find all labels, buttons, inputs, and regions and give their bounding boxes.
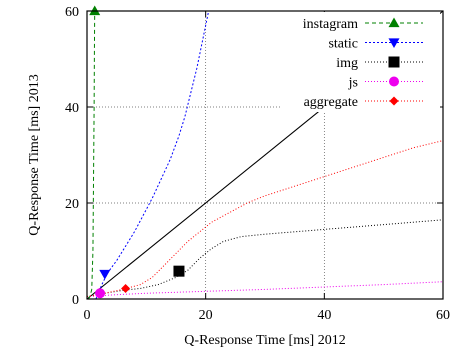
y-tick-label: 0	[72, 293, 79, 308]
x-tick-label: 40	[317, 308, 331, 323]
legend: instagram static img js aggregate	[280, 12, 440, 112]
series-marker-aggregate	[121, 283, 131, 293]
series-marker-instagram	[89, 5, 101, 16]
x-tick-label: 60	[436, 308, 450, 323]
series-line-static	[95, 10, 210, 300]
series-markers	[89, 5, 185, 299]
legend-marker-instagram	[388, 17, 400, 28]
y-tick-label: 20	[65, 197, 79, 212]
series-marker-img	[173, 265, 185, 277]
y-tick-label: 40	[65, 101, 79, 116]
legend-label-aggregate: aggregate	[304, 95, 358, 110]
x-tick-label: 0	[84, 308, 91, 323]
legend-label-img: img	[336, 56, 358, 71]
x-tick-label: 20	[199, 308, 213, 323]
series-line-aggregate	[86, 140, 444, 298]
series-line-img	[86, 219, 444, 298]
plot-frame	[86, 10, 444, 300]
series-marker-static	[99, 269, 111, 280]
series-line-js	[86, 281, 444, 298]
series-lines	[86, 10, 444, 300]
x-axis-title: Q-Response Time [ms] 2012	[184, 333, 345, 348]
legend-marker-img	[388, 56, 400, 68]
y-tick-label: 60	[65, 5, 79, 20]
legend-label-static: static	[328, 37, 358, 52]
y-axis-title: Q-Response Time [ms] 2013	[27, 74, 42, 235]
axis-ticks: 0 20 40 60 0 20 40 60	[65, 5, 450, 323]
legend-marker-static	[388, 38, 400, 48]
legend-marker-aggregate	[389, 96, 399, 106]
legend-label-instagram: instagram	[303, 17, 358, 32]
series-line-instagram	[87, 10, 96, 300]
series-marker-js	[95, 288, 106, 299]
legend-label-js: js	[348, 76, 358, 91]
legend-marker-js	[389, 76, 399, 87]
